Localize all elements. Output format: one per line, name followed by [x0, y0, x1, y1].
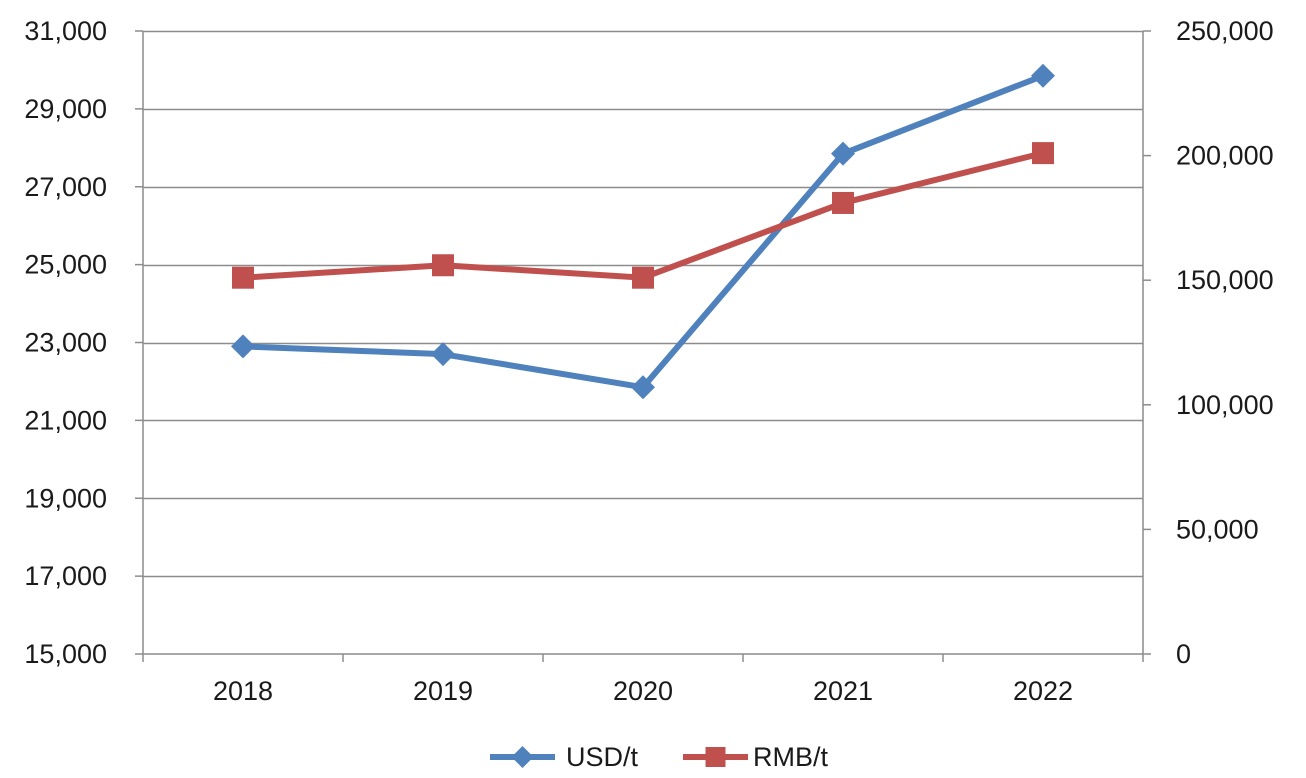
- data-point-rmb-t: [832, 191, 854, 214]
- left-axis-tick-label: 25,000: [24, 250, 107, 280]
- legend-label-usd-t: USD/t: [566, 742, 639, 772]
- left-axis-tick-label: 17,000: [24, 561, 107, 591]
- legend-marker-usd-t: [511, 746, 534, 768]
- axes: [135, 30, 1151, 662]
- data-point-rmb-t: [232, 266, 254, 289]
- left-axis-tick-label: 15,000: [24, 639, 107, 669]
- x-axis-tick-label: 2019: [413, 676, 473, 706]
- data-point-usd-t: [431, 342, 455, 367]
- data-point-usd-t: [631, 375, 655, 400]
- x-axis-tick-label: 2022: [1013, 676, 1073, 706]
- series-lines: [231, 63, 1055, 400]
- data-point-rmb-t: [632, 266, 654, 289]
- data-point-rmb-t: [432, 254, 454, 277]
- right-axis-tick-label: 200,000: [1176, 141, 1274, 171]
- legend: USD/t RMB/t: [490, 742, 829, 772]
- legend-marker-rmb-t: [705, 747, 726, 767]
- right-axis-tick-labels: 0 50,000 100,000 150,000 200,000 250,000: [1176, 16, 1274, 669]
- left-axis-tick-label: 29,000: [24, 94, 107, 124]
- data-point-usd-t: [231, 334, 255, 359]
- data-point-usd-t: [831, 141, 855, 166]
- x-axis-tick-label: 2021: [813, 676, 873, 706]
- right-axis-tick-label: 250,000: [1176, 16, 1274, 46]
- left-axis-tick-label: 23,000: [24, 328, 107, 358]
- left-axis-tick-label: 19,000: [24, 483, 107, 513]
- left-axis-tick-labels: 15,000 17,000 19,000 21,000 23,000 25,000 27,0…: [24, 16, 107, 669]
- left-axis-tick-label: 27,000: [24, 172, 107, 202]
- right-axis-tick-label: 150,000: [1176, 265, 1274, 295]
- left-axis-tick-label: 31,000: [24, 16, 107, 46]
- right-axis-tick-label: 0: [1176, 639, 1191, 669]
- series-line-rmb-t: [240, 150, 1046, 281]
- legend-label-rmb-t: RMB/t: [753, 742, 829, 772]
- x-axis-tick-label: 2020: [613, 676, 673, 706]
- data-point-rmb-t: [1032, 142, 1054, 165]
- grid-lines: [143, 30, 1143, 578]
- right-axis-tick-label: 100,000: [1176, 390, 1274, 420]
- x-axis-tick-labels: 2018 2019 2020 2021 2022: [213, 676, 1073, 706]
- right-axis-tick-label: 50,000: [1176, 514, 1259, 544]
- left-axis-tick-label: 21,000: [24, 405, 107, 435]
- x-axis-tick-label: 2018: [213, 676, 273, 706]
- data-point-usd-t: [1031, 63, 1055, 88]
- series-line-usd-t: [240, 72, 1046, 391]
